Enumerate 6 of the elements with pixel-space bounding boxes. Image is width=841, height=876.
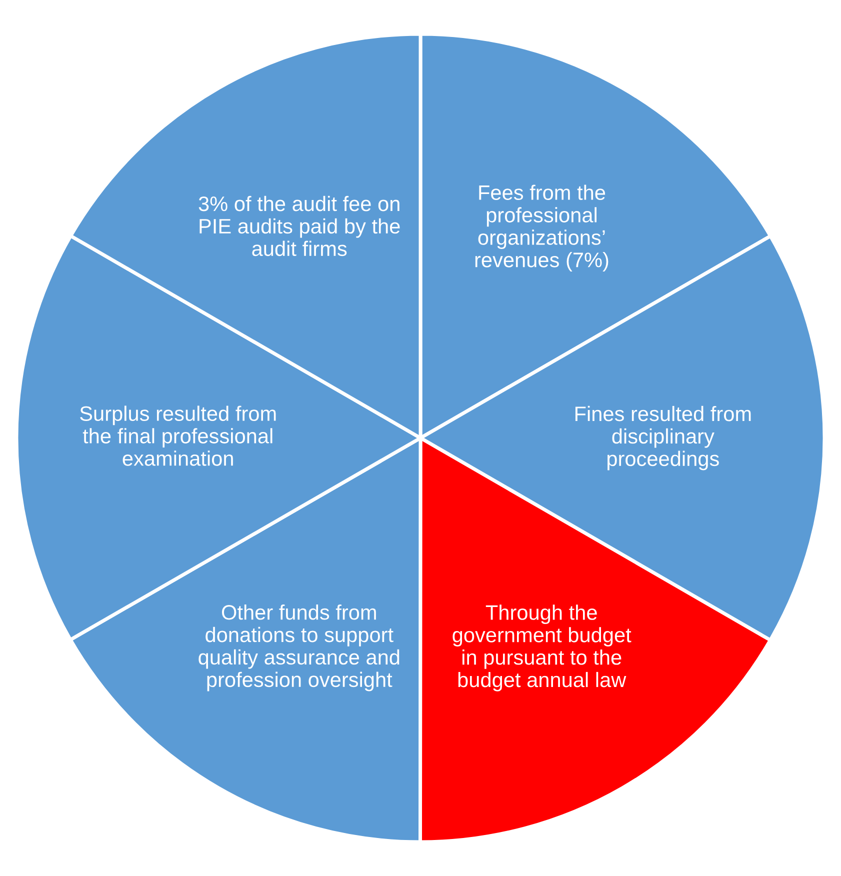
slice-label: Other funds from donations to support quality assurance and profession oversight bbox=[198, 604, 400, 692]
slice-label: Through the government budget in pursuant to the budget annual law bbox=[452, 604, 632, 692]
slice-label: Fines resulted from disciplinary proceedings bbox=[575, 406, 751, 470]
slice-label: Fees from the professional organizations’ revenues (7%) bbox=[475, 184, 608, 272]
slice-label: Surplus resulted from the final professional examination bbox=[80, 406, 276, 466]
slice-label: 3% of the audit fee on PIE audits paid by the audit firms bbox=[198, 196, 400, 256]
